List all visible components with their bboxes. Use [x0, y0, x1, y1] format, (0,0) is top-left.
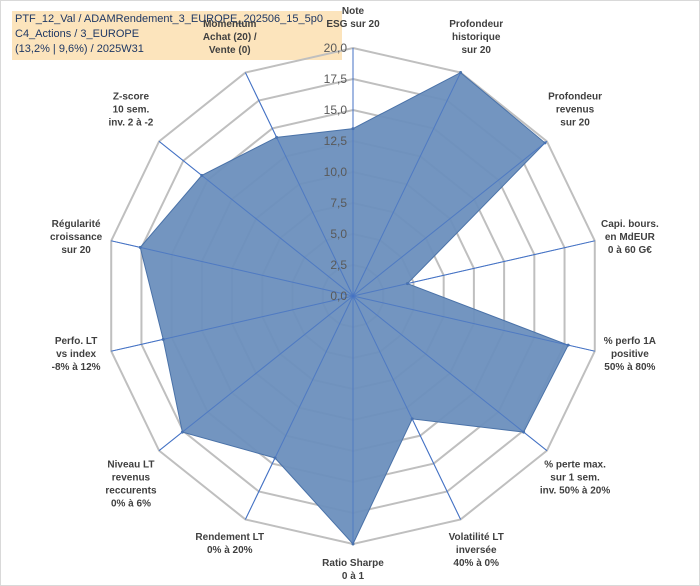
category-label-10: Perfo. LT vs index -8% à 12% — [52, 336, 101, 373]
spoke-overlay-6 — [352, 295, 462, 520]
category-label-13: Momentum Achat (20) / Vente (0) — [203, 19, 257, 56]
tick-label-8: 20,0 — [324, 41, 348, 55]
tick-label-6: 15,0 — [324, 103, 348, 117]
category-label-5: % perte max. sur 1 sem. inv. 50% à 20% — [540, 459, 611, 496]
spoke-overlay-10 — [111, 295, 354, 352]
category-label-8: Rendement LT 0% à 20% — [195, 532, 264, 556]
spoke-overlay-9 — [158, 295, 354, 452]
spoke-overlay-12 — [158, 140, 354, 297]
category-label-12: Z-score 10 sem. inv. 2 à -2 — [109, 92, 154, 129]
category-label-0: Note ESG sur 20 — [326, 6, 380, 30]
tick-label-5: 12,5 — [324, 134, 348, 148]
spoke-overlay-4 — [352, 295, 595, 352]
header-line-2: C4_Actions / 3_EUROPE — [15, 28, 140, 40]
header-line-3: (13,2% | 9,6%) / 2025W31 — [15, 43, 144, 55]
tick-label-3: 7,5 — [330, 196, 347, 210]
chart-header: PTF_12_Val / ADAMRendement_3_EUROPE_2025… — [12, 11, 342, 60]
category-label-9: Niveau LT revenus reccurents 0% à 6% — [105, 459, 157, 509]
spoke-overlay-5 — [352, 295, 548, 452]
header-line-1: PTF_12_Val / ADAMRendement_3_EUROPE_2025… — [15, 13, 323, 25]
spoke-overlay-3 — [352, 240, 595, 297]
category-label-2: Profondeur revenus sur 20 — [548, 92, 602, 129]
category-label-7: Ratio Sharpe 0 à 1 — [322, 558, 384, 582]
category-label-3: Capi. bours. en MdEUR 0 à 60 G€ — [601, 219, 659, 256]
tick-label-7: 17,5 — [324, 72, 348, 86]
tick-label-2: 5,0 — [330, 227, 347, 241]
spoke-overlay-2 — [352, 140, 548, 297]
category-label-1: Profondeur historique sur 20 — [449, 19, 503, 56]
tick-label-0: 0,0 — [330, 289, 347, 303]
category-label-4: % perfo 1A positive 50% à 80% — [604, 336, 656, 373]
spoke-overlay-1 — [352, 72, 462, 297]
tick-label-4: 10,0 — [324, 165, 348, 179]
spoke-overlay-8 — [244, 295, 354, 520]
tick-label-1: 2,5 — [330, 258, 347, 272]
spoke-overlay-11 — [111, 240, 354, 297]
category-label-11: Régularité croissance sur 20 — [50, 219, 103, 256]
category-label-6: Volatilité LT inversée 40% à 0% — [449, 532, 504, 569]
spoke-overlay-13 — [244, 72, 354, 297]
